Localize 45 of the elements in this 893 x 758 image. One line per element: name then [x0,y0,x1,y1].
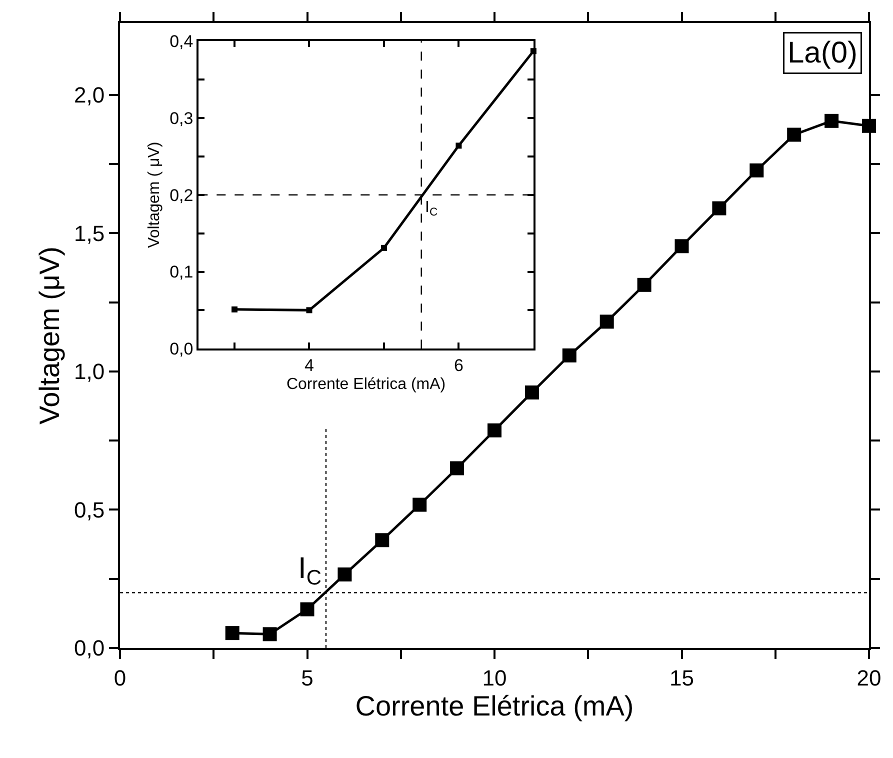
y-tick-label: 0,4 [170,32,194,52]
point [562,348,576,362]
y-tick-label: 0,1 [170,262,194,282]
x-tick-label: 5 [301,665,314,690]
annotation: I$_{C}$ [425,199,438,218]
y-tick-label: 0,3 [170,108,194,128]
x-axis-title: Corrente Elétrica (mA) [355,690,634,722]
point [674,239,689,254]
point [375,533,390,548]
y-tick-label: 0,0 [74,636,105,661]
point [787,128,802,142]
point [306,307,312,314]
point [450,461,464,476]
point [232,306,238,312]
point [600,314,614,329]
y-axis-title: Voltagem (μV) [34,246,66,424]
point [456,142,462,149]
x-axis-title: Corrente Elétrica (mA) [286,376,446,394]
x-tick-label: 10 [482,665,507,690]
x-tick-label: 4 [304,356,314,376]
y-axis-title: Voltagem ( μV) [146,142,164,248]
point [488,423,502,438]
point [824,114,839,128]
point [225,626,240,640]
y-tick-label: 1,5 [74,220,105,246]
y-tick-label: 0,0 [170,340,194,359]
point [300,602,314,616]
x-tick-label: 0 [114,665,126,690]
point [524,385,539,400]
y-tick-label: 2,0 [74,82,105,108]
y-tick-label: 0,5 [74,497,105,522]
point [380,244,387,251]
point [750,163,764,178]
x-tick-label: 6 [454,356,464,376]
point [338,567,352,582]
point [412,498,427,512]
annotation: I$_{C}$ [298,552,322,590]
annotation: La(0) [788,36,858,70]
point [637,278,652,292]
y-tick-label: 0,2 [170,186,194,205]
point [262,627,277,642]
x-tick-label: 20 [856,665,882,690]
point [712,201,726,216]
x-tick-label: 15 [670,665,694,690]
y-tick-label: 1,0 [74,359,105,384]
